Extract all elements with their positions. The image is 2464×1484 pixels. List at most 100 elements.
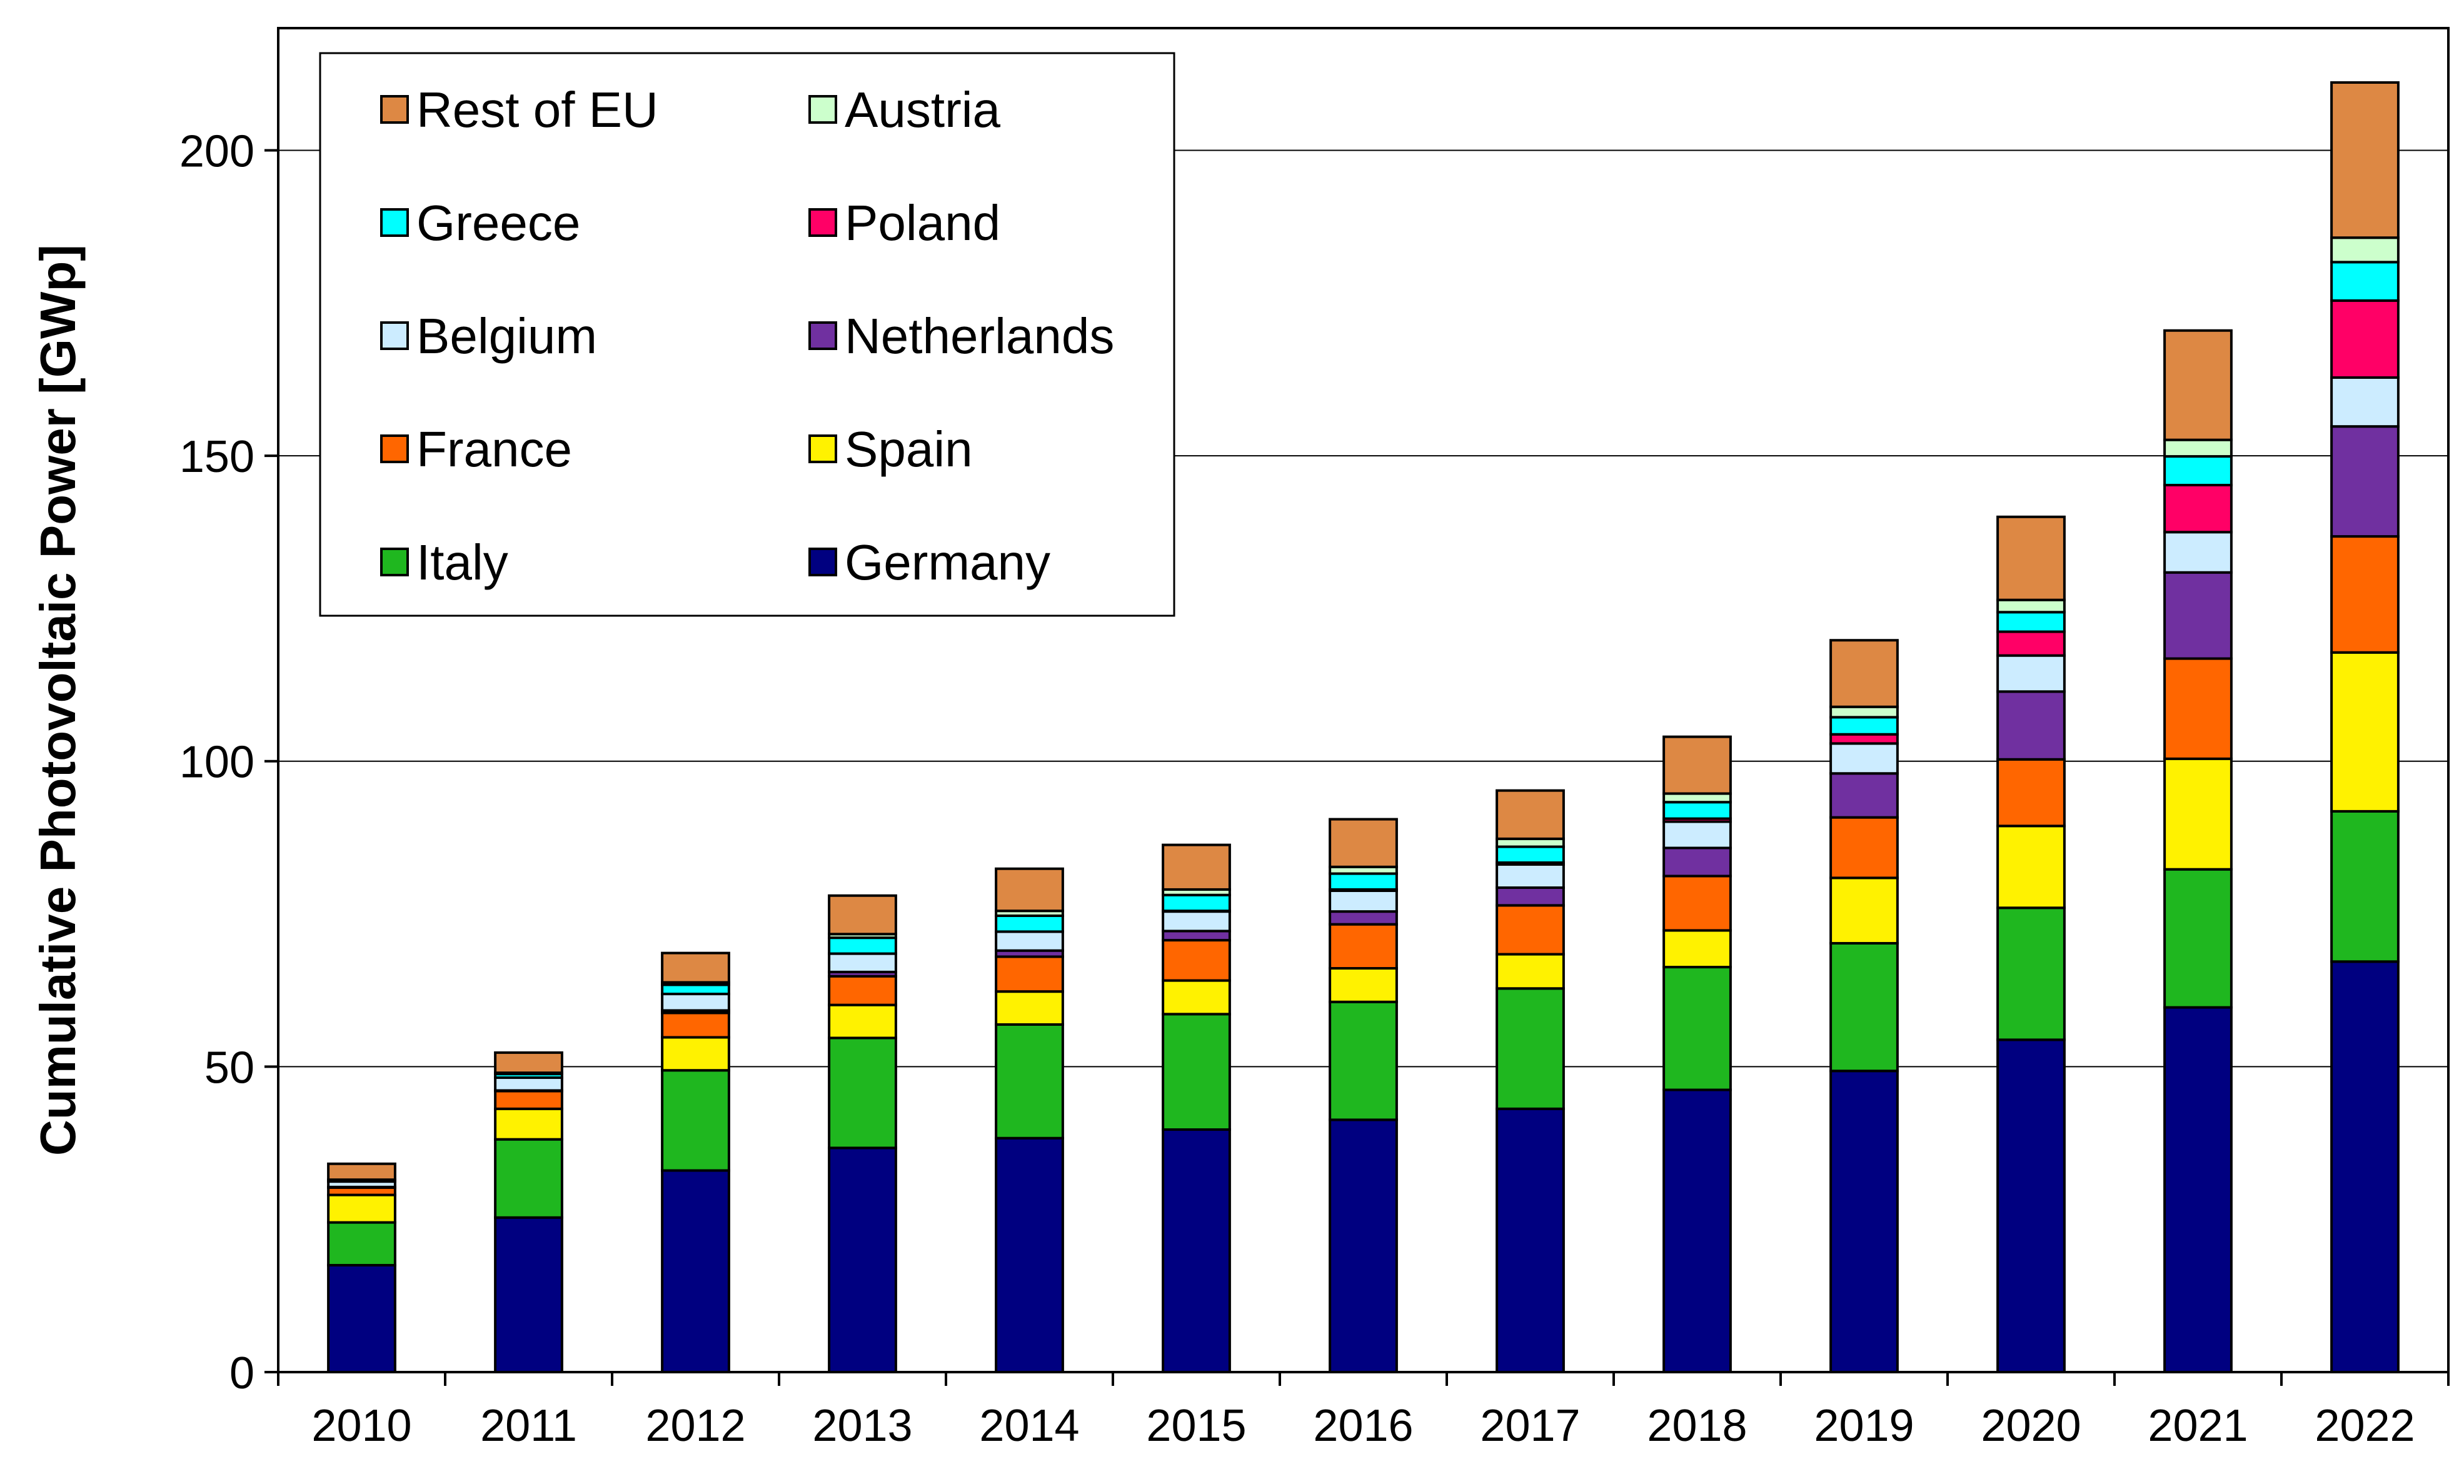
bar-belgium-2011 [494, 1076, 563, 1092]
bar-italy-2014 [995, 1023, 1064, 1140]
axes: 0 50 100 150 200 2010 2011 2012 2013 2014 2015 2016… [179, 126, 2450, 1451]
bar-stack-2022 [2330, 81, 2400, 1373]
bar-germany-2013 [828, 1146, 897, 1374]
bar-belgium-2017 [1496, 863, 1565, 890]
bar-spain-2014 [995, 990, 1064, 1026]
legend-label-italy: Italy [416, 534, 508, 590]
bar-germany-2020 [1996, 1038, 2066, 1373]
bar-france-2013 [828, 975, 897, 1006]
y-tick-label: 150 [179, 432, 254, 482]
legend-swatch-italy [380, 548, 409, 576]
legend-label-poland: Poland [845, 195, 1000, 251]
legend-swatch-netherlands [808, 321, 837, 350]
bar-greece-2014 [995, 914, 1064, 933]
bar-france-2020 [1996, 758, 2066, 828]
bar-netherlands-2022 [2330, 425, 2400, 538]
bar-rest-of-eu-2012 [661, 951, 730, 984]
bar-stack-2011 [494, 1051, 563, 1373]
x-tick-label: 2017 [1480, 1401, 1580, 1451]
bar-netherlands-2021 [2163, 571, 2233, 660]
y-tick-label: 100 [179, 738, 254, 788]
bar-italy-2013 [828, 1036, 897, 1150]
bar-italy-2022 [2330, 810, 2400, 963]
bar-spain-2022 [2330, 651, 2400, 813]
bar-italy-2020 [1996, 906, 2066, 1041]
legend-label-spain: Spain [845, 421, 973, 477]
bar-netherlands-2015 [1162, 930, 1231, 942]
legend-item-rest-of-eu: Rest of EU [380, 82, 658, 138]
bar-stack-2016 [1329, 818, 1398, 1373]
x-tick-label: 2022 [2315, 1401, 2415, 1451]
bar-poland-2019 [1829, 733, 1899, 745]
bar-italy-2011 [494, 1138, 563, 1219]
legend-label-netherlands: Netherlands [845, 308, 1114, 364]
legend-swatch-rest-of-eu [380, 95, 409, 124]
legend-label-austria: Austria [845, 82, 1000, 138]
bar-rest-of-eu-2020 [1996, 515, 2066, 601]
legend-item-belgium: Belgium [380, 308, 597, 364]
legend-swatch-france [380, 434, 409, 463]
bar-germany-2017 [1496, 1107, 1565, 1373]
bar-spain-2018 [1662, 929, 1732, 969]
bar-greece-2013 [828, 936, 897, 955]
bar-germany-2011 [494, 1216, 563, 1373]
bar-netherlands-2020 [1996, 690, 2066, 761]
bar-greece-2019 [1829, 716, 1899, 736]
bar-rest-of-eu-2013 [828, 894, 897, 936]
x-tick-label: 2015 [1146, 1401, 1246, 1451]
bar-belgium-2018 [1662, 820, 1732, 850]
bar-germany-2016 [1329, 1118, 1398, 1373]
legend: Rest of EU Austria Greece Poland Belgium Neth… [319, 52, 1175, 617]
bar-france-2015 [1162, 939, 1231, 982]
x-tick-label: 2021 [2148, 1401, 2248, 1451]
legend-item-france: France [380, 421, 572, 477]
bar-germany-2010 [327, 1263, 396, 1374]
bar-italy-2015 [1162, 1013, 1231, 1131]
bar-rest-of-eu-2018 [1662, 735, 1732, 795]
bar-stack-2015 [1162, 843, 1231, 1373]
legend-swatch-poland [808, 208, 837, 237]
bar-spain-2012 [661, 1036, 730, 1072]
bar-germany-2021 [2163, 1006, 2233, 1374]
bar-italy-2016 [1329, 1000, 1398, 1121]
bar-spain-2017 [1496, 953, 1565, 990]
legend-swatch-spain [808, 434, 837, 463]
bar-spain-2021 [2163, 757, 2233, 871]
bar-netherlands-2016 [1329, 910, 1398, 926]
legend-item-germany: Germany [808, 534, 1050, 590]
bar-stack-2018 [1662, 735, 1732, 1373]
x-tick-label: 2019 [1814, 1401, 1914, 1451]
x-tick-label: 2014 [979, 1401, 1079, 1451]
legend-swatch-greece [380, 208, 409, 237]
bar-rest-of-eu-2017 [1496, 789, 1565, 840]
legend-item-greece: Greece [380, 195, 580, 251]
bar-spain-2010 [327, 1193, 396, 1224]
bar-spain-2013 [828, 1003, 897, 1040]
bar-italy-2018 [1662, 966, 1732, 1091]
bar-poland-2020 [1996, 630, 2066, 657]
bar-stack-2014 [995, 867, 1064, 1374]
bar-austria-2019 [1829, 705, 1899, 719]
bar-poland-2021 [2163, 484, 2233, 534]
bar-rest-of-eu-2010 [327, 1162, 396, 1181]
legend-swatch-austria [808, 95, 837, 124]
bar-greece-2022 [2330, 261, 2400, 302]
bar-stack-2012 [661, 951, 730, 1373]
bar-netherlands-2017 [1496, 886, 1565, 907]
bar-stack-2010 [327, 1162, 396, 1374]
bar-france-2021 [2163, 657, 2233, 760]
bar-belgium-2012 [661, 993, 730, 1012]
bars [327, 81, 2400, 1374]
bar-belgium-2022 [2330, 376, 2400, 428]
bar-greece-2017 [1496, 845, 1565, 864]
x-tick-label: 2016 [1313, 1401, 1413, 1451]
bar-spain-2020 [1996, 825, 2066, 910]
bar-austria-2022 [2330, 236, 2400, 264]
bar-austria-2021 [2163, 438, 2233, 458]
bar-italy-2012 [661, 1069, 730, 1172]
bar-rest-of-eu-2015 [1162, 843, 1231, 891]
x-tick-label: 2012 [645, 1401, 745, 1451]
bar-stack-2019 [1829, 639, 1899, 1374]
legend-label-rest-of-eu: Rest of EU [416, 82, 658, 138]
legend-label-germany: Germany [845, 534, 1050, 590]
